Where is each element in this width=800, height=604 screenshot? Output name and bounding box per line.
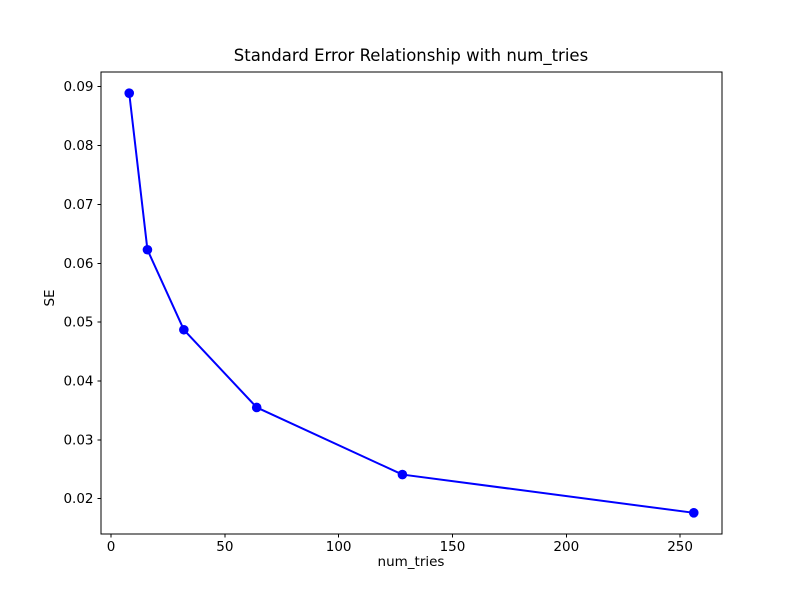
y-tick-label: 0.09	[63, 79, 93, 95]
y-tick-label: 0.03	[63, 432, 93, 448]
y-tick-label: 0.06	[63, 256, 93, 272]
x-tick-label: 200	[553, 539, 579, 555]
data-point	[688, 508, 699, 518]
data-point	[179, 324, 189, 335]
y-tick-label: 0.05	[63, 315, 93, 331]
data-point	[397, 469, 408, 480]
x-axis-label: num_tries	[378, 554, 445, 570]
x-tick-label: 100	[326, 539, 352, 555]
x-tick-label: 150	[440, 539, 466, 555]
data-point	[124, 88, 135, 98]
series-line	[128, 92, 695, 514]
x-tick-label: 0	[107, 539, 116, 555]
data-point	[142, 244, 153, 255]
y-tick-label: 0.02	[63, 491, 93, 507]
y-axis-label: SE	[42, 289, 58, 306]
y-tick-label: 0.08	[63, 138, 93, 154]
x-tick-label: 50	[216, 539, 233, 555]
chart-title: Standard Error Relationship with num_tri…	[234, 46, 588, 66]
plot-border	[100, 71, 723, 535]
x-tick-label: 250	[667, 539, 693, 555]
y-tick-label: 0.07	[63, 197, 93, 213]
data-point	[251, 402, 262, 413]
y-tick-label: 0.04	[63, 373, 93, 389]
